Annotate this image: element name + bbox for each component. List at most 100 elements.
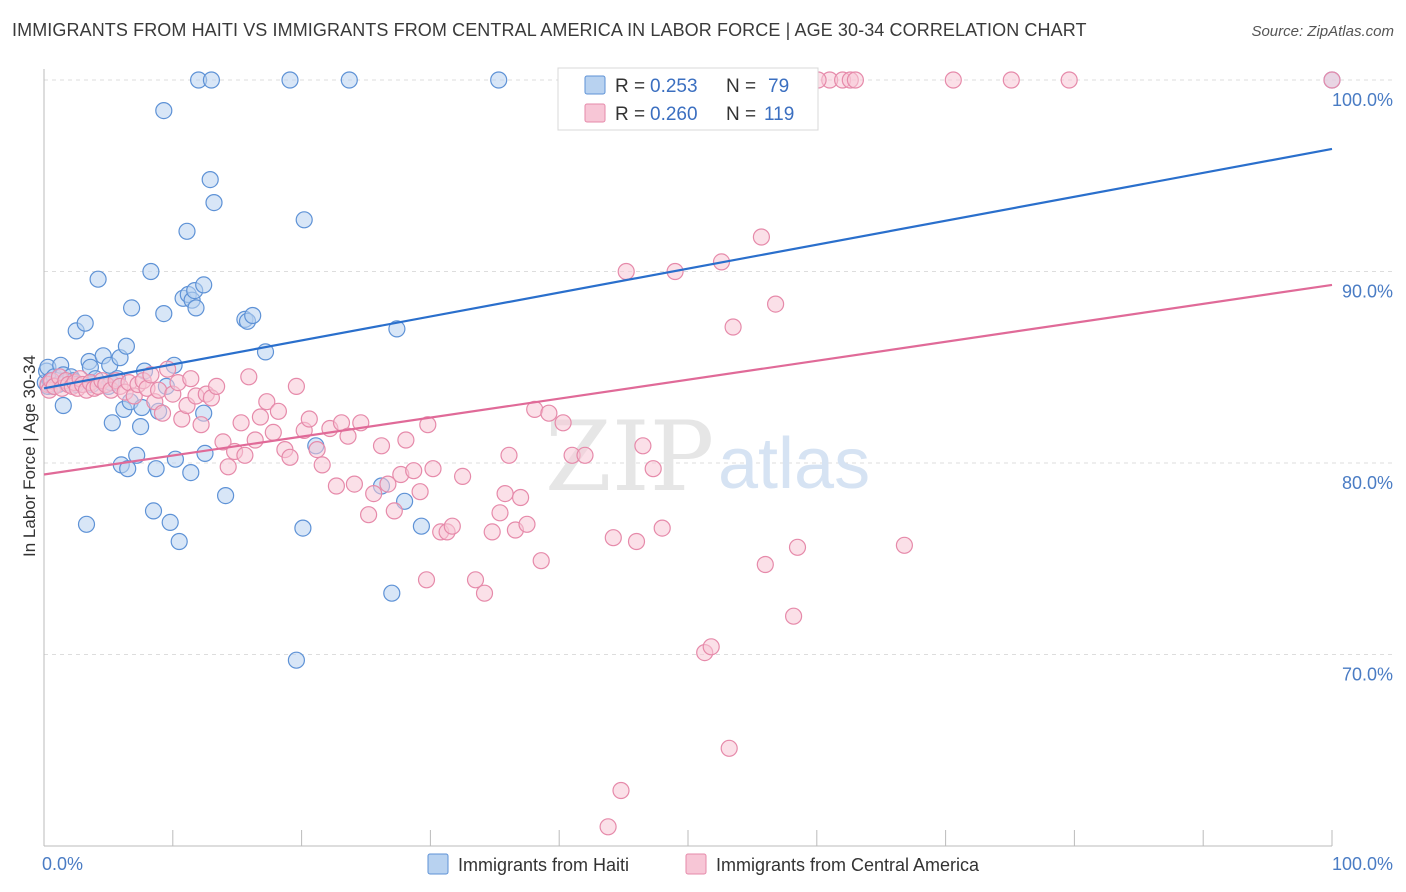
ca-point xyxy=(788,538,807,556)
haiti-point xyxy=(89,270,107,288)
ca-point xyxy=(411,483,429,501)
ca-point xyxy=(365,485,383,503)
ca-point xyxy=(702,638,720,656)
haiti-point xyxy=(202,71,220,89)
stats-haiti-swatch xyxy=(584,75,606,95)
ca-point xyxy=(895,536,914,554)
haiti-point xyxy=(76,314,94,332)
ca-point xyxy=(219,458,237,476)
ca-point xyxy=(784,607,803,625)
haiti-point xyxy=(119,460,137,478)
ca-trend-line xyxy=(43,283,1333,476)
ca-point xyxy=(182,370,200,388)
haiti-point xyxy=(178,222,196,240)
ca-point xyxy=(766,295,785,313)
haiti-point xyxy=(195,276,213,294)
stats-haiti-n-value: 79 xyxy=(768,76,789,97)
ca-point xyxy=(634,437,652,455)
stats-box: R = 0.253 N = 79 R = 0.260 N = 119 xyxy=(557,67,819,131)
grid-lines xyxy=(44,79,1394,655)
y-tick-label: 70.0% xyxy=(1342,665,1393,685)
ca-point xyxy=(532,552,550,570)
ca-point xyxy=(554,414,572,432)
ca-point xyxy=(372,437,391,455)
x-tick-label: 0.0% xyxy=(42,854,83,874)
legend-haiti-label: Immigrants from Haiti xyxy=(458,855,629,875)
ca-point xyxy=(576,446,594,464)
ca-point xyxy=(360,506,378,524)
points-layer xyxy=(36,71,1341,836)
ca-point xyxy=(1323,71,1341,89)
y-tick-labels: 70.0% 80.0% 90.0% 100.0% xyxy=(1332,90,1393,685)
ca-point xyxy=(500,446,518,464)
stats-ca-r-value: 0.260 xyxy=(650,104,698,125)
haiti-point xyxy=(187,299,205,317)
stats-ca-n-value: 119 xyxy=(764,104,794,125)
x-tick-labels: 0.0% 100.0% xyxy=(42,854,1393,874)
y-tick-label: 90.0% xyxy=(1342,282,1393,302)
ca-point xyxy=(232,414,250,432)
ca-point xyxy=(644,460,662,478)
ca-point xyxy=(518,515,536,533)
haiti-point xyxy=(142,262,160,281)
ca-point xyxy=(142,366,160,384)
ca-point xyxy=(540,404,558,422)
haiti-point xyxy=(287,651,305,669)
haiti-point xyxy=(383,584,401,602)
ca-point xyxy=(417,571,436,589)
haiti-trend-line xyxy=(43,147,1333,390)
haiti-point xyxy=(155,305,173,323)
ca-point xyxy=(752,228,771,246)
ca-point xyxy=(208,377,226,395)
ca-point xyxy=(627,532,646,551)
y-axis-title: In Labor Force | Age 30-34 xyxy=(20,355,39,557)
stats-haiti-r-label: R = xyxy=(615,76,645,97)
ca-point xyxy=(192,416,210,434)
legend: Immigrants from Haiti Immigrants from Ce… xyxy=(427,853,980,875)
haiti-point xyxy=(161,513,179,532)
ca-point xyxy=(756,555,774,574)
stats-ca-n-label: N = xyxy=(726,104,756,125)
ca-point xyxy=(944,71,962,89)
ca-point xyxy=(653,519,671,537)
haiti-point xyxy=(54,396,72,415)
legend-haiti-swatch xyxy=(427,853,449,875)
ca-point xyxy=(150,381,168,399)
haiti-point xyxy=(155,101,173,120)
stats-haiti-r-value: 0.253 xyxy=(650,76,698,97)
ca-point xyxy=(379,475,397,493)
haiti-point xyxy=(205,194,223,212)
ca-point xyxy=(846,71,865,89)
ca-point xyxy=(466,571,485,589)
watermark-atlas: atlas xyxy=(718,424,870,504)
haiti-point xyxy=(412,517,430,535)
ca-point xyxy=(246,431,264,449)
haiti-point xyxy=(340,71,358,89)
haiti-point xyxy=(281,71,299,89)
x-tick-marks xyxy=(43,830,1333,846)
ca-point xyxy=(617,262,635,281)
ca-point xyxy=(287,377,305,395)
haiti-point xyxy=(490,71,508,89)
ca-point xyxy=(720,739,738,757)
ca-point xyxy=(599,818,617,836)
ca-point xyxy=(612,781,630,800)
haiti-point xyxy=(217,487,235,505)
ca-point xyxy=(300,410,318,428)
ca-point xyxy=(419,416,437,434)
haiti-point xyxy=(196,444,214,462)
ca-point xyxy=(496,485,514,503)
ca-point xyxy=(327,477,345,495)
ca-point xyxy=(313,456,331,474)
ca-point xyxy=(251,408,269,426)
watermark: ZIP atlas xyxy=(545,401,870,513)
y-tick-label: 100.0% xyxy=(1332,90,1393,110)
chart-title: IMMIGRANTS FROM HAITI VS IMMIGRANTS FROM… xyxy=(12,20,1087,40)
x-tick-label: 100.0% xyxy=(1332,854,1393,874)
ca-point xyxy=(258,393,276,411)
ca-point xyxy=(604,529,622,547)
haiti-point xyxy=(132,418,150,436)
y-tick-label: 80.0% xyxy=(1342,473,1393,493)
ca-point xyxy=(724,318,742,336)
